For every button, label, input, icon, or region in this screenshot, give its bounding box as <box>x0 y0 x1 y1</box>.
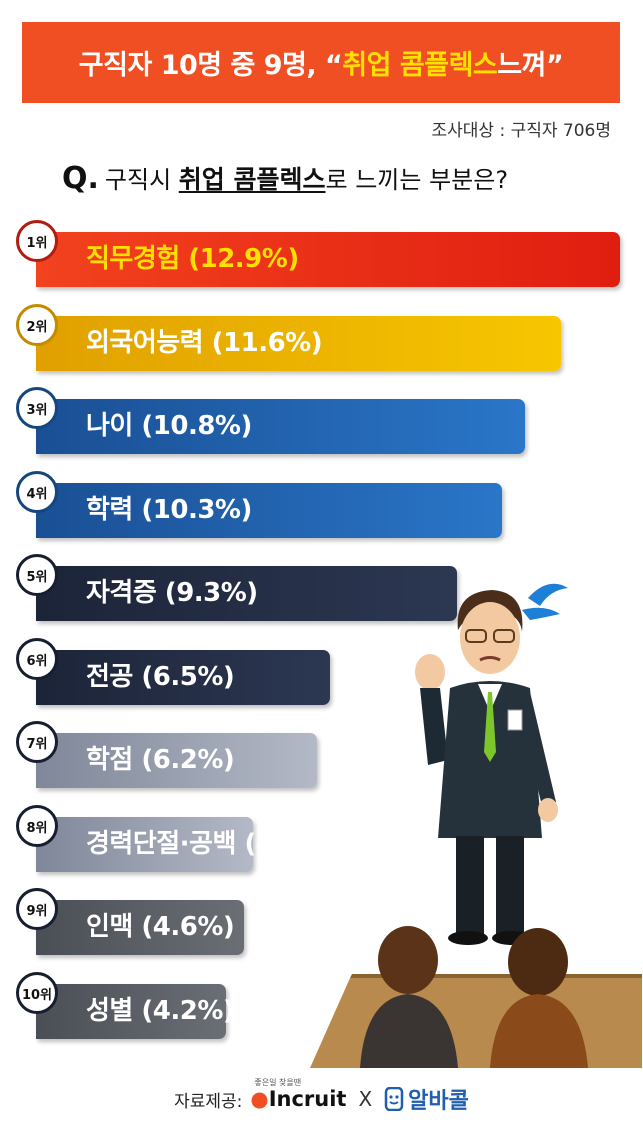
bar-label-3: 나이 (10.8%) <box>86 411 252 441</box>
question: Q. 구직시 취업 콤플렉스로 느끼는 부분은? <box>62 160 508 196</box>
bar-label-8: 경력단절·공백 (4.8%) <box>86 829 338 859</box>
rank-badge-3: 3위 <box>16 387 58 429</box>
bar-6: 전공 (6.5%) <box>36 650 330 705</box>
rank-badge-7: 7위 <box>16 721 58 763</box>
audience-illustration <box>310 926 642 1068</box>
rank-badge-10: 10위 <box>16 972 58 1014</box>
incruit-name: Incruit <box>268 1087 347 1111</box>
bar-label-4: 학력 (10.3%) <box>86 495 252 525</box>
bar-label-6: 전공 (6.5%) <box>86 662 235 692</box>
bar-label-10: 성별 (4.2%) <box>86 996 235 1026</box>
bar-7: 학점 (6.2%) <box>36 733 317 788</box>
rank-badge-8: 8위 <box>16 805 58 847</box>
question-suffix: 로 느끼는 부분은? <box>325 166 509 194</box>
rank-badge-4: 4위 <box>16 471 58 513</box>
albacall-logo: 알바콜 <box>384 1083 469 1115</box>
businessman-illustration <box>415 583 568 945</box>
albacall-name: 알바콜 <box>408 1089 469 1114</box>
rank-badge-5: 5위 <box>16 554 58 596</box>
incruit-tagline: 좋은일 찾을땐 <box>254 1078 302 1087</box>
rank-badge-1: 1위 <box>16 220 58 262</box>
rank-badge-2: 2위 <box>16 304 58 346</box>
footer: 자료제공: 좋은일 찾을땐 ●Incruit X 알바콜 <box>0 1074 643 1124</box>
bar-label-5: 자격증 (9.3%) <box>86 578 258 608</box>
phone-icon <box>384 1087 404 1111</box>
bar-5: 자격증 (9.3%) <box>36 566 457 621</box>
question-keyword: 취업 콤플렉스 <box>178 165 326 194</box>
bar-4: 학력 (10.3%) <box>36 483 502 538</box>
separator-x: X <box>358 1087 373 1111</box>
rank-badge-6: 6위 <box>16 638 58 680</box>
bar-3: 나이 (10.8%) <box>36 399 525 454</box>
bar-10: 성별 (4.2%) <box>36 984 235 1039</box>
bar-1: 직무경험 (12.9%) <box>36 232 620 287</box>
bar-label-7: 학점 (6.2%) <box>86 745 235 775</box>
bar-2: 외국어능력 (11.6%) <box>36 316 561 371</box>
bar-label-9: 인맥 (4.6%) <box>86 912 235 942</box>
banner-prefix: 구직자 10명 중 9명, “ <box>78 50 343 81</box>
bar-label-2: 외국어능력 (11.6%) <box>86 328 323 358</box>
rank-badge-9: 9위 <box>16 888 58 930</box>
title-banner: 구직자 10명 중 9명, “취업 콤플렉스 느껴” <box>22 22 620 103</box>
bar-9: 인맥 (4.6%) <box>36 900 244 955</box>
banner-highlight: 취업 콤플렉스 <box>342 50 498 81</box>
incruit-logo: 좋은일 찾을땐 ●Incruit <box>250 1078 347 1111</box>
question-prefix: 구직시 <box>104 166 179 194</box>
question-mark: Q. <box>62 161 99 196</box>
source-label: 자료제공: <box>174 1091 243 1112</box>
survey-note: 조사대상 : 구직자 706명 <box>431 121 611 141</box>
sweat-drop-icon <box>528 583 568 606</box>
banner-suffix: 느껴” <box>497 50 564 81</box>
bar-8: 경력단절·공백 (4.8%) <box>36 817 338 872</box>
bar-label-1: 직무경험 (12.9%) <box>86 244 299 274</box>
